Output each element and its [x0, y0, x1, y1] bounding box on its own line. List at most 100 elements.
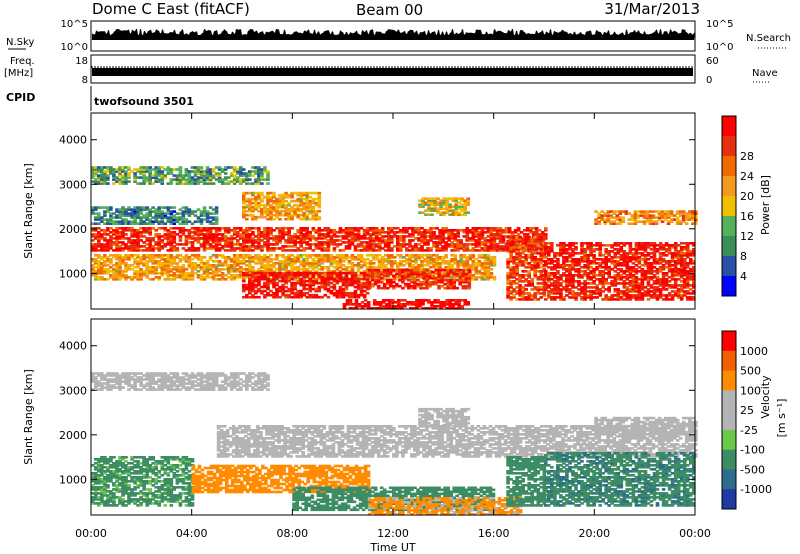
data-cell — [142, 254, 146, 257]
data-cell — [103, 256, 107, 259]
data-cell — [365, 266, 370, 269]
data-cell — [236, 176, 240, 179]
data-cell — [245, 227, 249, 230]
data-cell — [229, 166, 234, 169]
date-label: 31/Mar/2013 — [604, 0, 700, 18]
data-cell — [426, 243, 430, 246]
data-cell — [208, 172, 213, 175]
data-cell — [133, 206, 137, 209]
data-cell — [480, 249, 485, 252]
data-cell — [124, 174, 128, 177]
data-cell — [97, 262, 101, 265]
data-cell — [151, 210, 155, 213]
data-cell — [205, 276, 210, 279]
data-cell — [112, 168, 116, 171]
data-cell — [266, 262, 270, 265]
data-cell — [208, 272, 213, 275]
data-cell — [314, 264, 319, 267]
data-cell — [169, 245, 174, 248]
data-cell — [193, 166, 198, 169]
data-cell — [311, 278, 316, 281]
data-cell — [190, 243, 195, 246]
data-cell — [118, 227, 122, 230]
data-cell — [383, 243, 388, 246]
freq-trace-teeth — [91, 66, 693, 68]
data-cell — [154, 260, 158, 263]
data-cell — [287, 239, 291, 242]
data-cell — [447, 243, 451, 246]
data-cell — [124, 208, 128, 211]
data-cell — [100, 272, 104, 275]
data-cell — [205, 260, 210, 263]
data-cell — [365, 247, 370, 250]
data-cell — [248, 235, 252, 238]
data-cell — [220, 274, 225, 277]
data-cell — [229, 276, 234, 279]
data-cell — [205, 268, 210, 271]
data-cell — [187, 274, 192, 277]
data-cell — [356, 249, 361, 252]
data-cell — [193, 233, 198, 236]
data-cell — [317, 278, 322, 281]
data-cell — [365, 291, 370, 295]
data-cell — [341, 276, 346, 279]
data-cell — [332, 241, 337, 244]
data-cell — [236, 256, 240, 259]
data-cell — [142, 166, 146, 169]
data-cell — [214, 172, 219, 175]
data-cell — [495, 247, 500, 250]
data-cell — [251, 260, 255, 263]
data-cell — [383, 241, 388, 244]
data-cell — [136, 272, 140, 275]
data-cell — [371, 229, 376, 232]
data-cell — [190, 182, 195, 185]
data-cell — [308, 231, 312, 234]
data-cell — [281, 235, 285, 238]
data-cell — [202, 249, 207, 252]
data-cell — [109, 231, 113, 234]
data-cell — [112, 233, 116, 236]
data-cell — [435, 249, 439, 252]
data-cell — [420, 247, 424, 250]
data-cell — [445, 299, 449, 302]
data-cell — [242, 233, 246, 236]
data-cell — [254, 235, 258, 238]
data-cell — [115, 170, 119, 173]
data-cell — [103, 245, 107, 248]
data-cell — [458, 268, 462, 272]
data-cell — [139, 239, 143, 242]
data-cell — [317, 235, 322, 238]
data-cell — [157, 168, 161, 171]
data-cell — [115, 249, 119, 252]
data-cell — [148, 241, 152, 244]
data-cell — [254, 166, 258, 169]
data-cell — [302, 262, 306, 265]
data-cell — [365, 233, 370, 236]
data-cell — [163, 222, 168, 225]
data-cell — [148, 220, 152, 223]
data-cell — [296, 260, 300, 263]
data-cell — [178, 178, 183, 181]
data-cell — [217, 264, 222, 267]
data-cell — [178, 229, 183, 232]
data-cell — [380, 262, 385, 265]
data-cell — [157, 233, 161, 236]
data-cell — [175, 247, 180, 250]
data-cell — [154, 262, 158, 265]
data-cell — [193, 178, 198, 181]
data-cell — [124, 243, 128, 246]
data-cell — [477, 239, 482, 242]
data-cell — [100, 262, 104, 265]
data-cell — [100, 216, 104, 219]
data-cell — [199, 180, 204, 183]
data-cell — [211, 272, 216, 275]
data-cell — [284, 258, 288, 261]
data-cell — [220, 178, 225, 181]
data-cell — [239, 172, 243, 175]
data-cell — [229, 243, 234, 246]
data-cell — [444, 266, 448, 269]
data-cell — [205, 227, 210, 230]
data-cell — [356, 235, 361, 238]
data-cell — [302, 237, 306, 240]
data-cell — [199, 166, 204, 169]
